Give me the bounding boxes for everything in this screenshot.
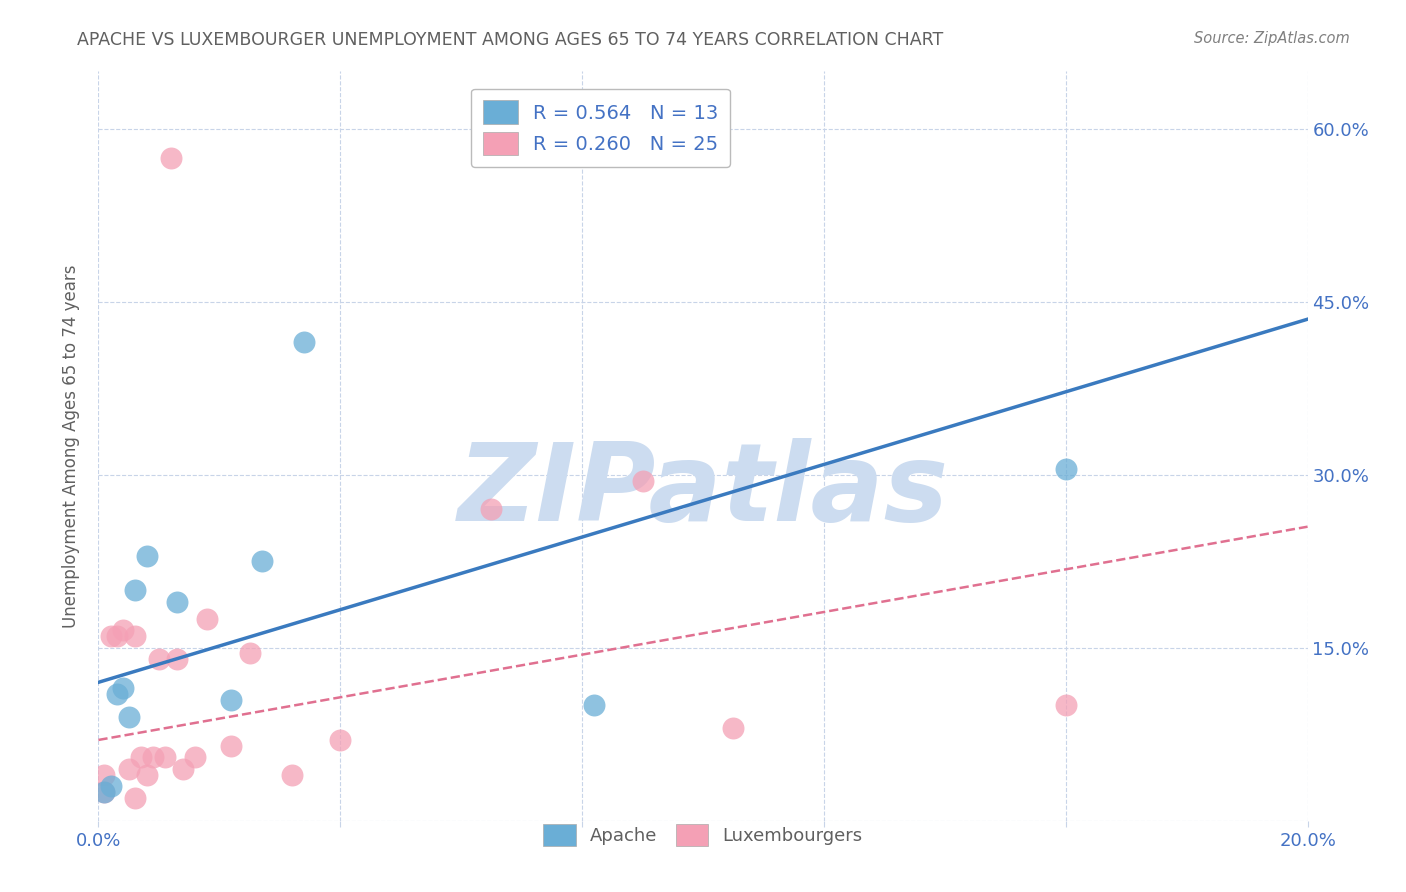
Point	[153, 750, 176, 764]
Point	[118, 710, 141, 724]
Point	[1054, 462, 1077, 476]
Point	[172, 762, 194, 776]
Text: ZIPatlas: ZIPatlas	[457, 438, 949, 544]
Point	[195, 612, 218, 626]
Point	[111, 681, 134, 695]
Point	[124, 583, 146, 598]
Point	[142, 750, 165, 764]
Point	[250, 554, 273, 568]
Y-axis label: Unemployment Among Ages 65 to 74 years: Unemployment Among Ages 65 to 74 years	[62, 264, 80, 628]
Point	[93, 767, 115, 781]
Point	[148, 652, 170, 666]
Point	[583, 698, 606, 713]
Point	[166, 652, 188, 666]
Point	[723, 722, 745, 736]
Point	[239, 647, 262, 661]
Point	[124, 629, 146, 643]
Point	[160, 151, 183, 165]
Point	[481, 502, 503, 516]
Point	[111, 624, 134, 638]
Point	[166, 594, 188, 608]
Point	[135, 767, 157, 781]
Point	[93, 785, 115, 799]
Point	[221, 739, 243, 753]
Text: Source: ZipAtlas.com: Source: ZipAtlas.com	[1194, 31, 1350, 46]
Point	[129, 750, 152, 764]
Point	[105, 687, 128, 701]
Point	[105, 629, 128, 643]
Text: APACHE VS LUXEMBOURGER UNEMPLOYMENT AMONG AGES 65 TO 74 YEARS CORRELATION CHART: APACHE VS LUXEMBOURGER UNEMPLOYMENT AMON…	[77, 31, 943, 49]
Point	[329, 733, 352, 747]
Point	[292, 335, 315, 350]
Point	[1054, 698, 1077, 713]
Point	[135, 549, 157, 563]
Point	[184, 750, 207, 764]
Point	[118, 762, 141, 776]
Point	[631, 474, 654, 488]
Point	[100, 629, 122, 643]
Point	[221, 692, 243, 706]
Legend: Apache, Luxembourgers: Apache, Luxembourgers	[536, 816, 870, 853]
Point	[281, 767, 304, 781]
Point	[124, 790, 146, 805]
Point	[100, 779, 122, 793]
Point	[93, 785, 115, 799]
